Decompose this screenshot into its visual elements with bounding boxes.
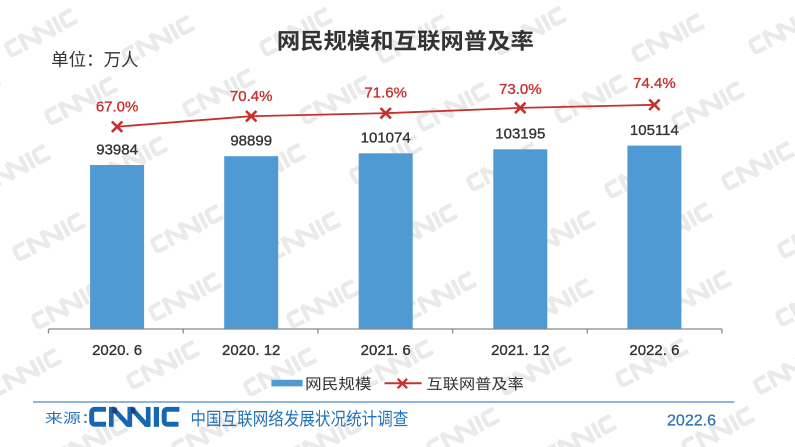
- svg-text:2022.6: 2022.6: [667, 413, 716, 430]
- svg-text:2020. 12: 2020. 12: [222, 342, 280, 359]
- svg-text:2021. 12: 2021. 12: [491, 342, 549, 359]
- svg-text:2020. 6: 2020. 6: [92, 342, 142, 359]
- svg-text:70.4%: 70.4%: [230, 88, 273, 105]
- svg-text:101074: 101074: [361, 130, 411, 147]
- svg-text:2022. 6: 2022. 6: [629, 342, 679, 359]
- svg-text:71.6%: 71.6%: [364, 84, 407, 101]
- svg-text:74.4%: 74.4%: [633, 75, 676, 92]
- svg-text:98899: 98899: [230, 133, 272, 150]
- svg-text:105114: 105114: [630, 122, 679, 139]
- svg-text:103195: 103195: [495, 126, 545, 143]
- svg-text:67.0%: 67.0%: [96, 99, 139, 116]
- svg-text:93984: 93984: [96, 141, 138, 158]
- svg-text:73.0%: 73.0%: [499, 81, 542, 98]
- svg-text:2021. 6: 2021. 6: [361, 342, 411, 359]
